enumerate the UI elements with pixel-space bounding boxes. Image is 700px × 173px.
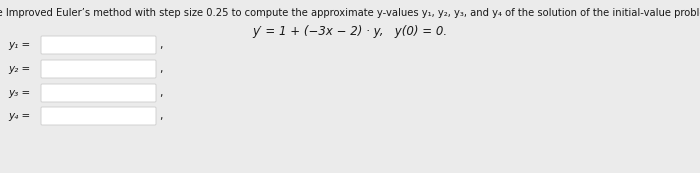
Text: y₁ =: y₁ = (8, 40, 30, 50)
Text: ,: , (159, 88, 162, 98)
FancyBboxPatch shape (41, 36, 156, 54)
Text: y₄ =: y₄ = (8, 111, 30, 121)
Text: y₂ =: y₂ = (8, 64, 30, 74)
FancyBboxPatch shape (41, 107, 156, 125)
Text: Use Improved Euler’s method with step size 0.25 to compute the approximate y-val: Use Improved Euler’s method with step si… (0, 8, 700, 18)
Text: y₃ =: y₃ = (8, 88, 30, 98)
Text: ,: , (159, 40, 162, 50)
FancyBboxPatch shape (41, 84, 156, 102)
Text: y′ = 1 + (−3x − 2) · y,   y(0) = 0.: y′ = 1 + (−3x − 2) · y, y(0) = 0. (253, 25, 447, 38)
Text: ,: , (159, 64, 162, 74)
FancyBboxPatch shape (41, 60, 156, 78)
Text: ,: , (159, 111, 162, 121)
